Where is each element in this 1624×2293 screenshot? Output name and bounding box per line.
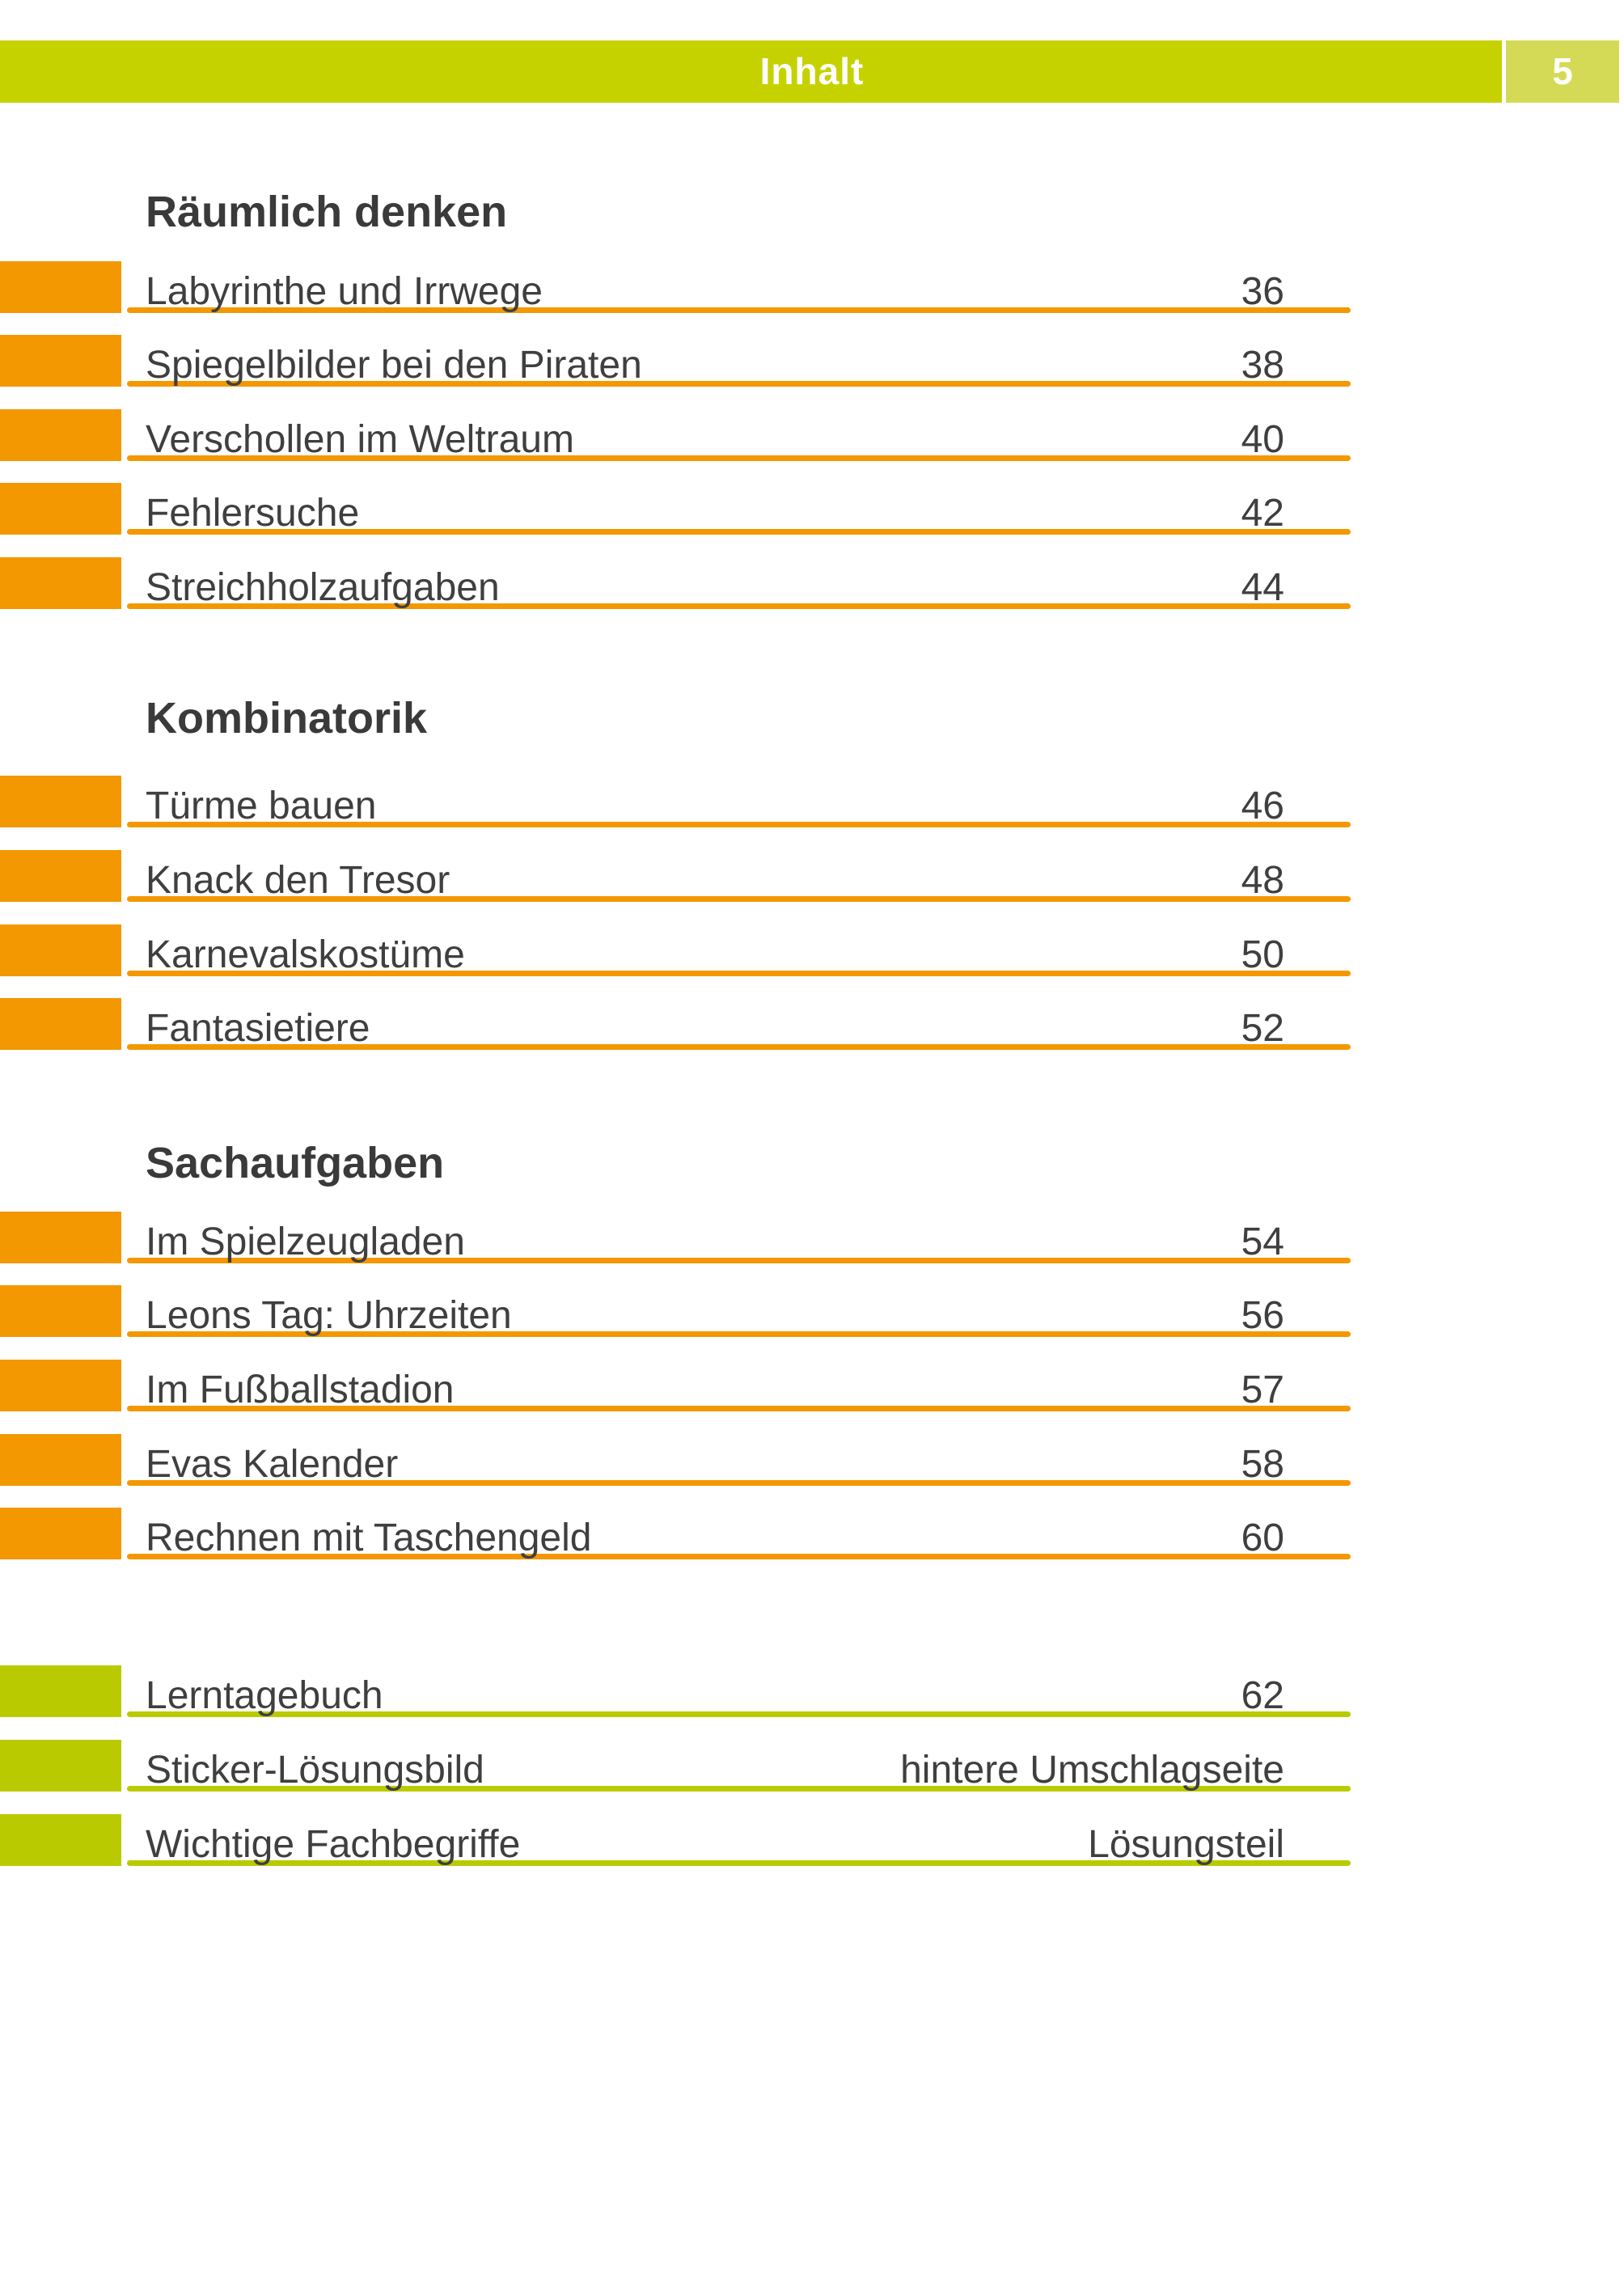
row-rule xyxy=(127,1331,1351,1337)
toc-entry-title: Rechnen mit Taschengeld xyxy=(146,1517,592,1559)
row-rule xyxy=(127,381,1351,387)
toc-entry-page: 52 xyxy=(1241,1007,1284,1050)
toc-entry-title: Türme bauen xyxy=(146,785,377,827)
row-marker xyxy=(0,1212,121,1263)
toc-entry-title: Im Spielzeugladen xyxy=(146,1221,465,1263)
toc-row: Streichholzaufgaben 44 xyxy=(0,535,1624,609)
section-heading-kombinatorik: Kombinatorik xyxy=(146,694,428,742)
toc-entry-title: Fantasietiere xyxy=(146,1007,370,1050)
toc-entry-page: 62 xyxy=(1241,1674,1284,1717)
toc-entry-page: 56 xyxy=(1241,1294,1284,1337)
row-rule xyxy=(127,455,1351,461)
toc-row: Türme bauen 46 xyxy=(0,753,1624,827)
row-marker xyxy=(0,1508,121,1559)
row-marker xyxy=(0,998,121,1050)
row-rule xyxy=(127,822,1351,827)
toc-entry-title: Evas Kalender xyxy=(146,1443,399,1486)
toc-row: Evas Kalender 58 xyxy=(0,1411,1624,1486)
toc-entry-page: 54 xyxy=(1241,1221,1284,1263)
toc-entry-page: 46 xyxy=(1241,785,1284,827)
toc-entry-page: 38 xyxy=(1241,344,1284,387)
toc-row: Im Spielzeugladen 54 xyxy=(0,1189,1624,1263)
toc-entry-page: 60 xyxy=(1241,1517,1284,1559)
toc-row: Labyrinthe und Irrwege 36 xyxy=(0,239,1624,313)
header-bar xyxy=(0,40,1502,103)
row-rule xyxy=(127,307,1351,313)
toc-entry-title: Sticker-Lösungsbild xyxy=(146,1749,484,1792)
toc-row: Im Fußballstadion 57 xyxy=(0,1337,1624,1411)
row-marker xyxy=(0,924,121,976)
row-rule xyxy=(127,529,1351,535)
row-marker xyxy=(0,1665,121,1717)
toc-entry-page: 44 xyxy=(1241,566,1284,609)
row-rule xyxy=(127,1044,1351,1050)
toc-row: Fehlersuche 42 xyxy=(0,460,1624,535)
toc-row: Spiegelbilder bei den Piraten 38 xyxy=(0,312,1624,387)
row-marker xyxy=(0,261,121,313)
row-marker xyxy=(0,557,121,609)
toc-entry-page: 48 xyxy=(1241,859,1284,902)
toc-entry-title: Fehlersuche xyxy=(146,492,360,535)
toc-entry-page: 36 xyxy=(1241,270,1284,313)
toc-entry-page: 40 xyxy=(1241,418,1284,461)
toc-row: Knack den Tresor 48 xyxy=(0,827,1624,902)
row-marker xyxy=(0,1285,121,1337)
page-number-badge: 5 xyxy=(1506,40,1619,103)
row-marker xyxy=(0,850,121,902)
toc-row: Rechnen mit Taschengeld 60 xyxy=(0,1485,1624,1559)
toc-entry-title: Labyrinthe und Irrwege xyxy=(146,270,543,313)
row-rule xyxy=(127,1554,1351,1559)
toc-entry-title: Karnevalskostüme xyxy=(146,933,465,976)
toc-row: Verschollen im Weltraum 40 xyxy=(0,387,1624,461)
toc-entry-title: Knack den Tresor xyxy=(146,859,450,902)
row-rule xyxy=(127,603,1351,609)
toc-entry-page: 50 xyxy=(1241,933,1284,976)
row-rule xyxy=(127,1786,1351,1792)
toc-entry-page: 57 xyxy=(1241,1369,1284,1411)
toc-row: Wichtige Fachbegriffe Lösungsteil xyxy=(0,1792,1624,1866)
row-marker xyxy=(0,776,121,827)
toc-row: Leons Tag: Uhrzeiten 56 xyxy=(0,1263,1624,1337)
row-marker xyxy=(0,1814,121,1866)
toc-entry-title: Spiegelbilder bei den Piraten xyxy=(146,344,642,387)
row-rule xyxy=(127,896,1351,902)
toc-entry-page: 58 xyxy=(1241,1443,1284,1486)
row-rule xyxy=(127,971,1351,976)
row-rule xyxy=(127,1711,1351,1717)
row-marker xyxy=(0,1434,121,1486)
row-marker xyxy=(0,1360,121,1411)
toc-entry-title: Streichholzaufgaben xyxy=(146,566,500,609)
toc-entry-title: Wichtige Fachbegriffe xyxy=(146,1823,521,1866)
row-marker xyxy=(0,335,121,387)
toc-row: Sticker-Lösungsbild hintere Umschlagseit… xyxy=(0,1717,1624,1792)
page-title: Inhalt xyxy=(759,50,865,92)
row-rule xyxy=(127,1480,1351,1486)
toc-entry-title: Leons Tag: Uhrzeiten xyxy=(146,1294,512,1337)
toc-entry-title: Im Fußballstadion xyxy=(146,1369,455,1411)
row-marker xyxy=(0,409,121,461)
toc-row: Lerntagebuch 62 xyxy=(0,1643,1624,1717)
toc-entry-page: 42 xyxy=(1241,492,1284,535)
row-marker xyxy=(0,1740,121,1792)
section-heading-raeumlich-denken: Räumlich denken xyxy=(146,188,508,236)
row-rule xyxy=(127,1406,1351,1411)
row-rule xyxy=(127,1860,1351,1866)
row-rule xyxy=(127,1258,1351,1263)
row-marker xyxy=(0,483,121,535)
toc-row: Karnevalskostüme 50 xyxy=(0,902,1624,976)
toc-entry-page: Lösungsteil xyxy=(1088,1823,1284,1866)
toc-row: Fantasietiere 52 xyxy=(0,975,1624,1050)
toc-entry-title: Lerntagebuch xyxy=(146,1674,383,1717)
toc-entry-page: hintere Umschlagseite xyxy=(900,1749,1284,1792)
section-heading-sachaufgaben: Sachaufgaben xyxy=(146,1139,445,1187)
toc-entry-title: Verschollen im Weltraum xyxy=(146,418,574,461)
